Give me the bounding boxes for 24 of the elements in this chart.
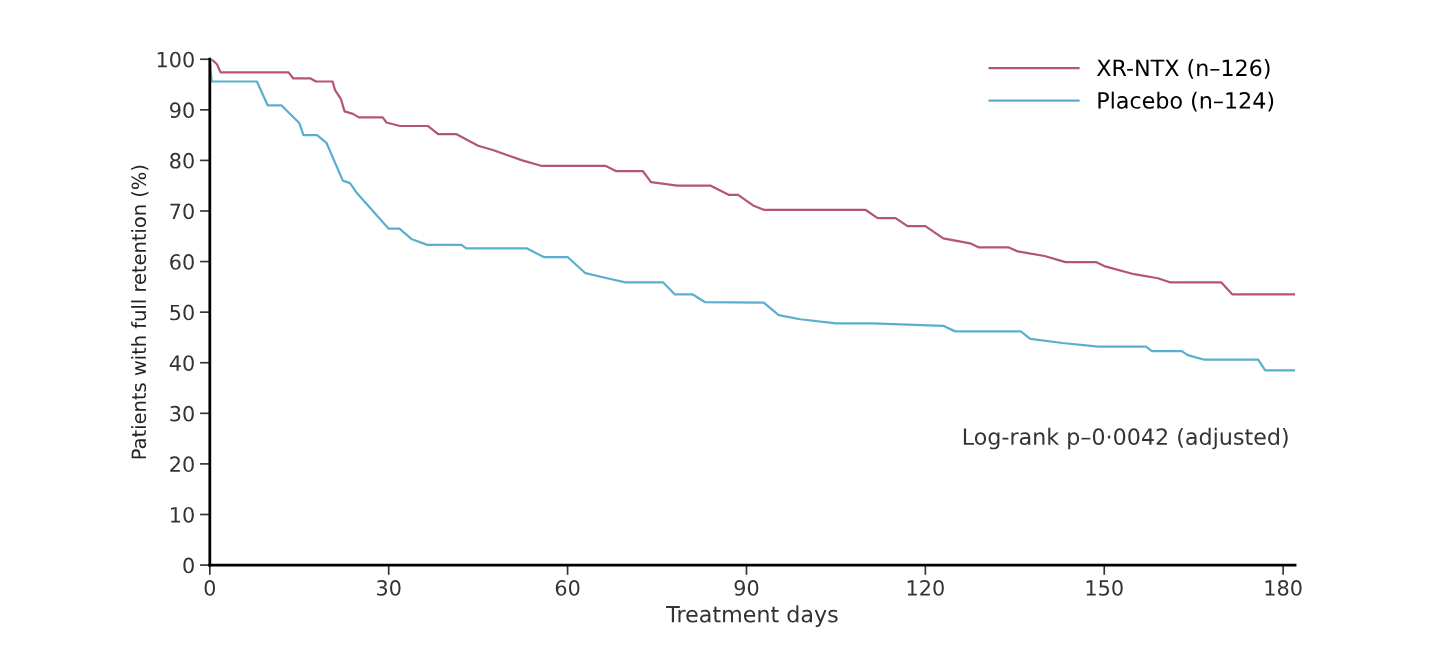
y-tick-label: 80 [170, 152, 194, 169]
y-tick-label: 60 [170, 254, 194, 270]
x-tick-label: 60 [555, 580, 580, 596]
y-tick-label: 100 [157, 51, 194, 68]
x-tick-label: 90 [734, 580, 759, 596]
legend-label: XR-NTX (n–126) [1096, 59, 1270, 79]
x-tick-label: 180 [1265, 580, 1302, 596]
x-axis-title: Treatment days [666, 605, 838, 627]
annotation: Log-rank p–0·0042 (adjusted) [963, 427, 1288, 450]
y-tick-label: 40 [169, 355, 194, 371]
y-tick-label: 90 [170, 102, 194, 119]
legend-label: Placebo (n–124) [1098, 91, 1274, 112]
y-tick-label: 10 [171, 506, 194, 523]
y-axis-title: Patients with full retention (%) [131, 165, 149, 459]
y-tick-label: 50 [170, 304, 194, 321]
x-tick-label: 120 [907, 580, 944, 596]
y-tick-label: 30 [170, 405, 194, 422]
x-tick-label: 30 [377, 580, 401, 596]
y-tick-label: 20 [170, 456, 194, 473]
line-series [209, 59, 1296, 296]
x-tick-label: 0 [204, 580, 216, 596]
x-tick-label: 150 [1086, 580, 1123, 596]
y-tick-label: 70 [170, 203, 194, 220]
y-tick-label: 0 [183, 557, 194, 574]
